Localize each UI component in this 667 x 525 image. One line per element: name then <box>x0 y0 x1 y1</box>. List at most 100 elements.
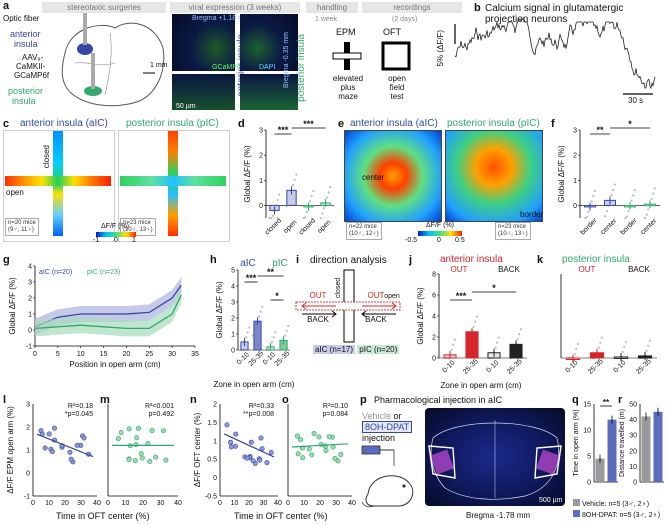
p-scale: 500 µm <box>539 497 563 504</box>
individual-point <box>295 173 298 176</box>
scatter-point <box>163 457 169 463</box>
y-tick-label: -1 <box>24 494 30 501</box>
individual-point <box>625 215 628 218</box>
scatter-point <box>161 428 167 434</box>
panel-a-label: a <box>3 0 10 12</box>
p-injection-label: Vehicle or 8OH-DPAT injection <box>362 411 413 444</box>
x-tick-label: 15 <box>100 351 108 358</box>
scatter-point <box>300 455 306 461</box>
open-arm <box>295 301 401 311</box>
x-tick-label: 40 <box>274 500 282 507</box>
individual-point <box>310 195 313 198</box>
scatter-point <box>306 446 312 452</box>
e-cmax: 0.5 <box>455 237 465 244</box>
x-tick-label: 10 <box>300 500 308 507</box>
x-tick-label: center <box>600 217 619 236</box>
e-cmin: -0.5 <box>405 237 418 244</box>
panel-p-title: Pharmacological injection in aIC <box>374 395 503 405</box>
scatter-point <box>149 428 155 434</box>
e-n-ai: n=22 mice (10♂, 12♀) <box>346 222 382 240</box>
scatter-point <box>42 445 48 451</box>
sig-label: *** <box>246 273 257 283</box>
scatter-point <box>133 442 139 448</box>
y-tick-label: 4 <box>231 284 235 291</box>
regression-line <box>223 433 275 458</box>
individual-point <box>585 216 588 219</box>
individual-point <box>246 331 249 334</box>
series-line <box>34 284 182 328</box>
stat-r2: R²=0.10 <box>323 403 348 410</box>
e-cbar-label: ΔF/F (%) <box>426 222 455 229</box>
y-tick-label: 3 <box>26 402 30 409</box>
scatter-point <box>338 452 344 458</box>
oft-label: OFT <box>383 27 401 37</box>
y-tick-label: 0 <box>432 356 436 363</box>
x-tick-label: 0-10 <box>565 359 580 374</box>
individual-point <box>309 200 312 203</box>
y-tick-label: 0 <box>213 475 217 482</box>
individual-point <box>630 199 633 202</box>
stat-r2: R²=0.18 <box>68 403 93 410</box>
panel-h-label: h <box>210 254 217 266</box>
individual-point <box>258 315 261 318</box>
individual-point <box>612 188 615 191</box>
bar <box>595 458 605 482</box>
y-tick-label: 2 <box>26 425 30 432</box>
panel-p-label: p <box>360 394 367 406</box>
stat-r2: R²=0.33 <box>249 403 274 410</box>
y-tick-label: 5 <box>231 268 235 275</box>
y-axis-label: Global ΔF/F (%) <box>416 287 425 345</box>
epm-heatmap-ai-horizontal <box>5 176 111 186</box>
sig-label: * <box>275 291 279 301</box>
y-tick-label: 1 <box>26 448 30 455</box>
insula-label-2: insula <box>12 96 36 106</box>
scatter-point <box>68 456 74 462</box>
y-tick-label: 1 <box>231 332 235 339</box>
individual-point <box>494 346 497 349</box>
x-tick-label: 10 <box>231 500 239 507</box>
histology-posterior-zoom <box>240 74 298 110</box>
scatter-point <box>81 435 87 441</box>
individual-point <box>284 334 287 337</box>
i-out-left: OUT <box>310 291 327 300</box>
individual-point <box>653 187 656 190</box>
timeline-stage-surgery: stereotaxic surgeries <box>42 2 166 13</box>
x-tick-label: open <box>316 219 332 235</box>
individual-point <box>474 320 477 323</box>
oft-desc: open field test <box>388 74 406 101</box>
individual-point <box>274 331 277 334</box>
y-tick-label: 0 <box>231 348 235 355</box>
panel-i-title: direction analysis <box>310 255 387 266</box>
x-tick-label: 30 <box>260 500 268 507</box>
individual-point <box>633 188 636 192</box>
individual-point <box>644 216 647 220</box>
y-tick-label: 0 <box>26 471 30 478</box>
scatter-point <box>135 425 141 431</box>
aav-label-2: CaMKII- <box>16 62 46 71</box>
individual-point <box>264 348 267 352</box>
insula-label: insula <box>14 39 38 49</box>
panel-e-title-ai: anterior insula (aIC) <box>350 118 438 129</box>
individual-point <box>627 210 630 213</box>
e-cmid: 0 <box>437 237 441 244</box>
individual-point <box>593 189 596 192</box>
sig-label: *** <box>456 291 467 301</box>
individual-point <box>645 349 648 352</box>
scatter-point <box>224 422 230 428</box>
e-colorbar <box>418 231 462 236</box>
x-tick-label: 25-35 <box>274 350 292 368</box>
chart-n: 0 10 20 30 40-0.500.511.52 R²=0.33**p=0.008ΔF… <box>193 402 282 508</box>
individual-point <box>278 193 281 196</box>
h-title-pi: pIC <box>272 258 288 269</box>
histology-anterior-zoom <box>172 74 235 110</box>
x-tick-label: 0 <box>106 500 110 507</box>
panel-r-label: r <box>618 394 623 406</box>
chart-k: 0-10 25-35 0-10 25-35 OUT BACK <box>560 265 657 376</box>
y-axis-label: Global ΔF/F (%) <box>243 145 252 203</box>
individual-point <box>590 200 593 203</box>
timeline-days: (2 days) <box>392 16 418 23</box>
scatter-point <box>153 454 159 460</box>
